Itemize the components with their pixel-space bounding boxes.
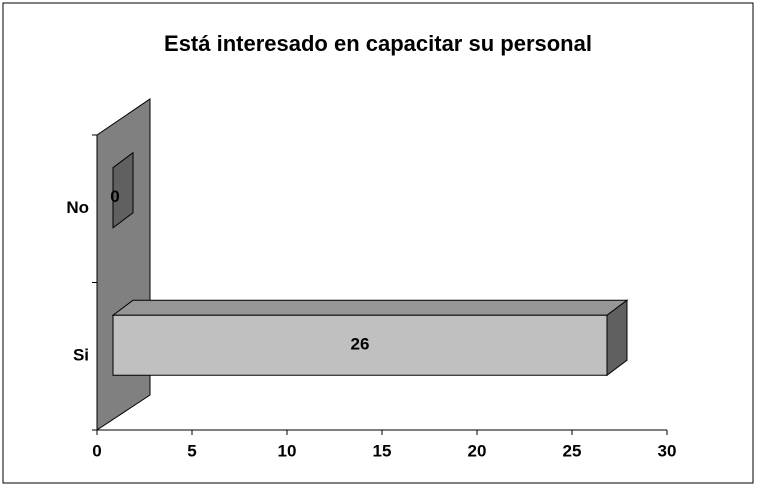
bar-side [112,151,134,229]
x-tick-label: 30 [658,441,677,460]
x-tick-label: 25 [563,441,582,460]
back-wall [96,98,151,431]
value-label: 26 [351,335,370,354]
bar [112,314,608,376]
bar-top [111,299,629,316]
y-tick-label: Si [73,346,89,365]
value-label: 0 [110,187,119,206]
x-tick-label: 0 [92,441,101,460]
x-tick-label: 5 [187,441,196,460]
x-tick-label: 10 [278,441,297,460]
x-tick-label: 15 [373,441,392,460]
x-tick-label: 20 [468,441,487,460]
chart-title: Está interesado en capacitar su personal [164,31,592,56]
y-tick-label: No [66,198,89,217]
bar-side [606,299,628,377]
